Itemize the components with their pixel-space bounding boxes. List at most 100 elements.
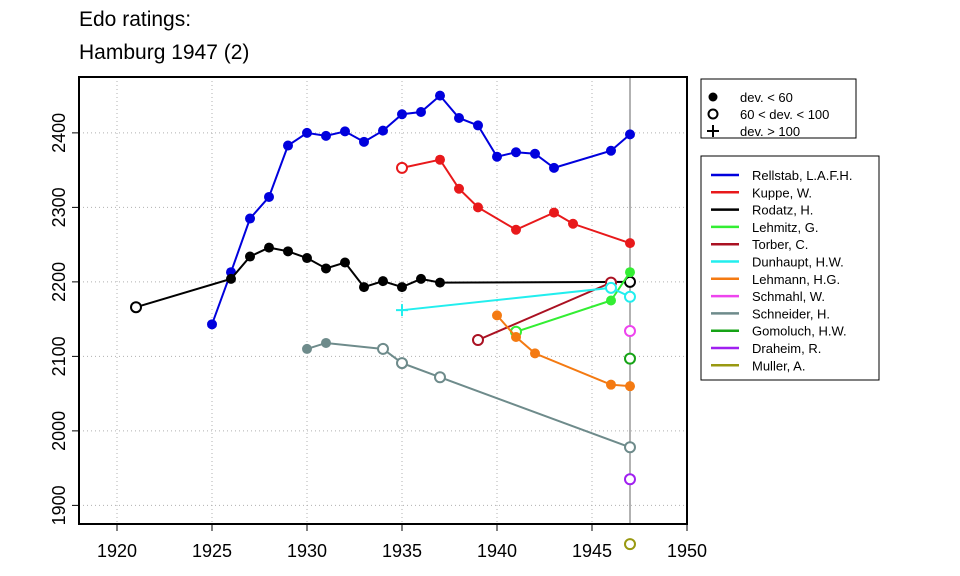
y-tick-label: 2200 <box>49 262 69 302</box>
data-point <box>624 290 636 303</box>
series-legend-label: Rellstab, L.A.F.H. <box>752 168 852 183</box>
series-legend-label: Schneider, H. <box>752 306 830 321</box>
series-legend-label: Schmahl, W. <box>752 289 825 304</box>
data-point <box>359 136 369 147</box>
series-group <box>624 538 636 551</box>
series-group <box>207 90 635 330</box>
data-point <box>605 281 617 294</box>
data-point <box>549 207 559 218</box>
data-point <box>549 162 559 173</box>
series-legend-label: Gomoluch, H.W. <box>752 324 847 339</box>
series-group <box>396 154 635 249</box>
y-tick-label: 2400 <box>49 113 69 153</box>
data-point <box>397 109 407 120</box>
y-tick-label: 1900 <box>49 485 69 525</box>
data-point <box>624 352 636 365</box>
x-tick-label: 1940 <box>477 541 517 561</box>
series-group <box>510 267 635 338</box>
data-point <box>625 129 635 140</box>
series-legend-label: Kuppe, W. <box>752 185 812 200</box>
data-point <box>624 473 636 486</box>
series-group <box>624 352 636 365</box>
data-point <box>472 333 484 346</box>
data-point <box>473 202 483 213</box>
data-point <box>397 282 407 293</box>
y-tick-label: 2300 <box>49 187 69 227</box>
data-point <box>359 282 369 293</box>
marker-legend-box <box>700 78 857 139</box>
data-point <box>511 147 521 158</box>
series-legend-label: Lehmann, H.G. <box>752 272 840 287</box>
series-line <box>477 281 612 341</box>
data-point <box>264 242 274 253</box>
data-point <box>492 310 502 321</box>
series-legend-label: Dunhaupt, H.W. <box>752 255 844 270</box>
data-point <box>226 273 236 284</box>
data-point <box>283 246 293 257</box>
data-point <box>606 145 616 156</box>
x-tick-label: 1930 <box>287 541 327 561</box>
axes: 1920 1925 1930 1935 1940 1945 1950 1900 2000 2100… <box>49 113 707 561</box>
data-point <box>492 151 502 162</box>
series-group <box>396 281 636 317</box>
data-point <box>624 325 636 338</box>
series-legend-label: Torber, C. <box>752 237 808 252</box>
series-legend-label: Draheim, R. <box>752 341 821 356</box>
legend-markers: dev. < 60 60 < dev. < 100 dev. > 100 <box>700 78 857 139</box>
legend-series: Rellstab, L.A.F.H. Kuppe, W. Rodatz, H. Leh… <box>700 155 880 381</box>
series-group <box>130 242 636 314</box>
data-point <box>530 148 540 159</box>
data-point <box>624 538 636 551</box>
grid <box>79 77 687 524</box>
data-point <box>302 253 312 264</box>
marker-legend-label: dev. > 100 <box>740 124 800 139</box>
y-tick-label: 2100 <box>49 336 69 376</box>
data-point <box>396 304 408 317</box>
legend-open-circle-icon <box>707 108 719 120</box>
data-point <box>130 301 142 314</box>
data-point <box>321 337 331 348</box>
data-point <box>416 107 426 118</box>
data-point <box>396 161 408 174</box>
data-point <box>378 125 388 136</box>
marker-legend-label: 60 < dev. < 100 <box>740 107 829 122</box>
data-point <box>606 379 616 390</box>
data-point <box>606 295 616 306</box>
data-point <box>435 277 445 288</box>
data-point <box>624 441 636 454</box>
x-tick-label: 1950 <box>667 541 707 561</box>
data-point <box>454 183 464 194</box>
legend-plus-icon <box>707 125 719 137</box>
marker-legend-label: dev. < 60 <box>740 90 793 105</box>
data-point <box>530 348 540 359</box>
data-point <box>340 126 350 137</box>
data-point <box>378 276 388 287</box>
chart-title-line-2: Hamburg 1947 (2) <box>79 41 250 64</box>
series-group <box>492 310 635 392</box>
data-point <box>377 342 389 355</box>
x-tick-label: 1945 <box>572 541 612 561</box>
chart-title-line-1: Edo ratings: <box>79 8 192 31</box>
data-point <box>511 224 521 235</box>
data-point <box>434 371 446 384</box>
series-line <box>306 341 631 449</box>
x-tick-label: 1935 <box>382 541 422 561</box>
data-point <box>435 90 445 101</box>
series-legend-label: Lehmitz, G. <box>752 220 818 235</box>
legend-filled-circle-icon <box>708 92 718 102</box>
series-line <box>401 286 631 312</box>
data-point <box>473 120 483 131</box>
plot-frame <box>78 76 688 525</box>
x-tick-label: 1925 <box>192 541 232 561</box>
data-point <box>302 343 312 354</box>
data-point <box>435 154 445 165</box>
data-point <box>321 263 331 274</box>
y-tick-label: 2000 <box>49 411 69 451</box>
series-group <box>302 337 636 454</box>
data-point <box>625 267 635 278</box>
data-point <box>396 357 408 370</box>
series-legend-label: Muller, A. <box>752 358 805 373</box>
data-point <box>568 218 578 229</box>
data-point <box>416 273 426 284</box>
